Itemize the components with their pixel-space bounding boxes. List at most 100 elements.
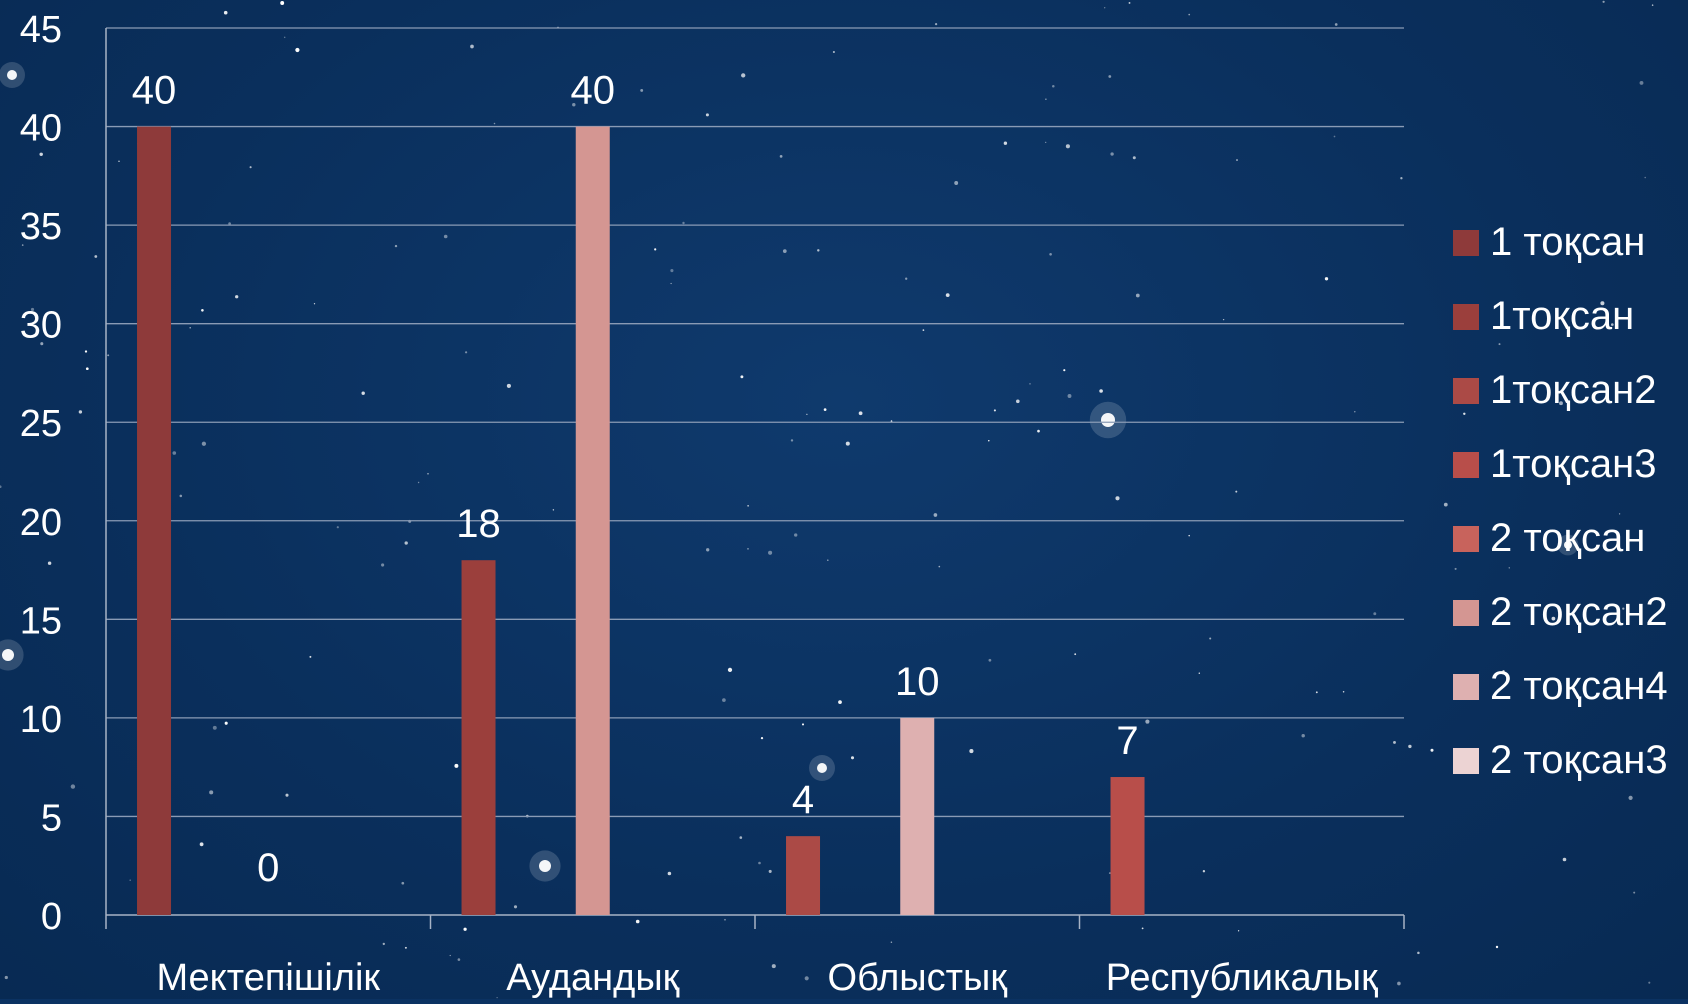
star — [295, 47, 300, 53]
star — [1397, 981, 1401, 986]
star — [1067, 394, 1072, 398]
star — [1052, 85, 1055, 88]
star — [4, 975, 8, 980]
star — [285, 793, 289, 797]
star — [40, 342, 44, 346]
star — [727, 667, 733, 673]
star — [806, 413, 808, 415]
star — [223, 10, 228, 15]
star — [449, 954, 451, 957]
star — [94, 255, 98, 258]
star — [201, 309, 204, 312]
bars — [137, 126, 1145, 916]
star — [506, 383, 511, 388]
star — [858, 411, 863, 416]
star — [740, 375, 744, 379]
star — [47, 561, 52, 565]
star — [670, 269, 674, 273]
star — [172, 451, 177, 455]
star — [249, 166, 252, 169]
star — [1551, 616, 1556, 621]
star — [1110, 152, 1114, 156]
legend-label: 1тоқсан3 — [1490, 442, 1656, 486]
star — [1603, 754, 1605, 757]
data-label: 40 — [571, 69, 616, 113]
star — [790, 439, 794, 442]
y-tick-label: 35 — [20, 206, 62, 248]
star — [739, 836, 743, 839]
bar — [137, 126, 172, 916]
star — [464, 351, 468, 354]
star — [933, 513, 938, 517]
star — [640, 88, 644, 92]
star — [1628, 795, 1633, 800]
star — [283, 36, 286, 39]
star — [1074, 653, 1077, 656]
star — [179, 494, 183, 498]
star — [199, 842, 204, 847]
star — [768, 869, 772, 873]
star — [758, 861, 761, 865]
legend-label: 1тоқсан2 — [1490, 368, 1656, 412]
legend-swatch — [1453, 452, 1479, 478]
star — [922, 329, 925, 331]
legend-item: 1 тоқсан — [1453, 220, 1645, 264]
star — [417, 481, 420, 484]
star — [427, 472, 429, 475]
star — [988, 658, 992, 662]
star — [1562, 857, 1567, 862]
bar — [786, 836, 821, 915]
star — [235, 295, 239, 299]
star — [1508, 567, 1511, 569]
star — [1198, 672, 1201, 674]
star-bright — [817, 763, 827, 773]
star — [1454, 567, 1457, 570]
star — [1400, 177, 1403, 180]
data-labels: 40 0 18 40 4 10 7 — [132, 69, 1139, 890]
star — [706, 548, 710, 552]
star — [394, 244, 398, 248]
star — [934, 22, 938, 26]
star — [280, 1, 285, 5]
star — [1128, 1, 1131, 4]
data-label: 10 — [895, 660, 940, 704]
star — [1188, 13, 1191, 16]
star — [918, 987, 922, 991]
star — [70, 784, 76, 789]
star — [1393, 740, 1396, 744]
data-label: 4 — [792, 778, 814, 822]
star — [1622, 607, 1625, 610]
legend-item: 1тоқсан3 — [1453, 442, 1656, 486]
star — [0, 485, 2, 489]
bar — [900, 717, 935, 915]
legend-label: 2 тоқсан2 — [1490, 590, 1668, 634]
star — [78, 410, 83, 414]
star — [794, 533, 798, 537]
star — [760, 736, 764, 740]
star — [747, 548, 749, 550]
star-bright — [1101, 413, 1115, 427]
star — [1003, 141, 1008, 145]
star — [682, 221, 685, 225]
star — [988, 439, 990, 442]
y-tick-label: 20 — [20, 502, 62, 544]
star-bright — [1564, 541, 1572, 549]
star — [336, 526, 339, 529]
y-tick-label: 0 — [41, 896, 62, 938]
star — [443, 234, 448, 239]
legend-label: 1 тоқсан — [1490, 220, 1645, 264]
star — [1315, 691, 1318, 694]
star — [722, 698, 726, 702]
legend-label: 2 тоқсан — [1490, 516, 1645, 560]
y-tick-label: 30 — [20, 305, 62, 347]
star — [804, 976, 809, 981]
legend-label: 2 тоқсан4 — [1490, 664, 1668, 708]
legend-swatch — [1453, 748, 1479, 774]
star — [1463, 412, 1466, 416]
star — [201, 441, 207, 446]
star — [39, 152, 43, 157]
star — [724, 918, 726, 921]
